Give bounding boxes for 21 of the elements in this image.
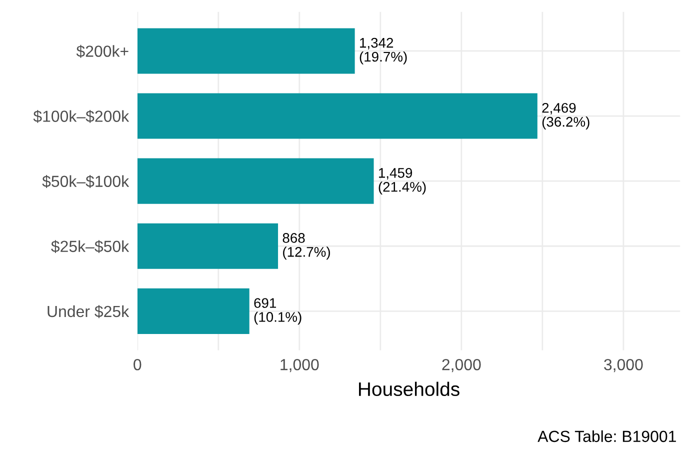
bar bbox=[137, 28, 355, 74]
data-label: 691 (10.1%) bbox=[254, 298, 302, 325]
x-tick-label: 0 bbox=[134, 358, 142, 370]
data-label: 1,459 (21.4%) bbox=[378, 168, 426, 195]
x-axis-title: Households bbox=[359, 382, 460, 396]
data-label: 868 (12.7%) bbox=[282, 233, 330, 260]
data-label: 1,342 (19.7%) bbox=[360, 38, 407, 64]
data-label: 2,469 (36.2%) bbox=[542, 102, 590, 130]
y-tick-label: Under $25k bbox=[48, 305, 130, 318]
bar bbox=[137, 93, 538, 139]
y-tick-label: $100k–$200k bbox=[33, 110, 130, 123]
bar bbox=[137, 223, 278, 269]
x-tick-label: 3,000 bbox=[604, 358, 643, 372]
bar bbox=[137, 158, 374, 204]
y-tick-label: $25k–$50k bbox=[51, 240, 130, 254]
bar bbox=[137, 288, 250, 334]
text: ACS Table: B19001 bbox=[538, 430, 676, 442]
x-tick-label: 2,000 bbox=[442, 358, 481, 372]
y-tick-label: $200k+ bbox=[76, 44, 128, 58]
x-tick-label: 1,000 bbox=[280, 358, 319, 372]
y-tick-label: $50k–$100k bbox=[42, 175, 130, 188]
